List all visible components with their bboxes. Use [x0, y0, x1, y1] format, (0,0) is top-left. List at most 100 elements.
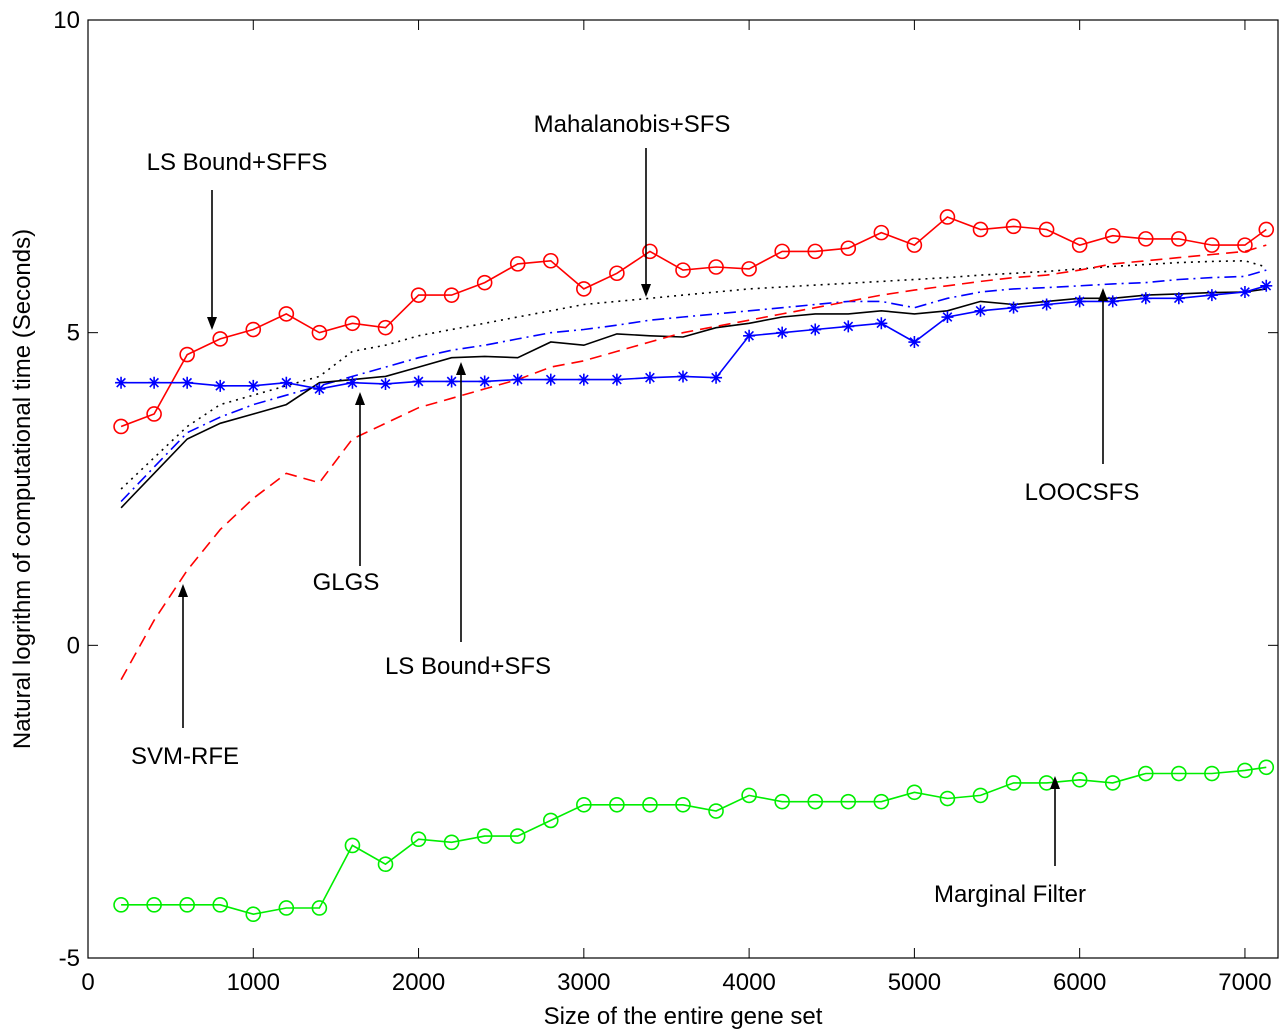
data-point-ls_bound_sffs [609, 265, 625, 282]
data-point-loocsfs [148, 376, 161, 389]
data-point-ls_bound_sffs [840, 240, 857, 257]
data-point-loocsfs [313, 382, 326, 395]
data-point-ls_bound_sffs [344, 315, 361, 332]
data-point-marginal_filter [443, 834, 460, 851]
data-point-marginal_filter [146, 897, 162, 913]
data-point-ls_bound_sffs [1171, 231, 1187, 247]
series-glgs [120, 288, 1267, 509]
data-point-marginal_filter [939, 790, 956, 807]
data-point-marginal_filter [1071, 771, 1088, 788]
data-point-ls_bound_sffs [179, 346, 195, 363]
data-point-loocsfs [908, 336, 921, 349]
data-point-loocsfs [544, 373, 557, 386]
data-point-ls_bound_sffs [212, 331, 229, 347]
data-point-loocsfs [1238, 286, 1251, 299]
x-tick-label: 7000 [1218, 969, 1271, 996]
data-point-loocsfs [247, 379, 260, 392]
series-ls_bound_sffs [113, 209, 1275, 435]
data-point-loocsfs [181, 376, 194, 389]
data-point-ls_bound_sffs [311, 324, 328, 341]
x-axis-title: Size of the entire gene set [544, 1003, 823, 1030]
data-point-ls_bound_sffs [708, 259, 724, 275]
annotation-mahalanobis_sfs: Mahalanobis+SFS [534, 111, 731, 297]
data-point-loocsfs [1205, 289, 1218, 302]
annotation-arrow-head [1098, 288, 1108, 301]
data-point-ls_bound_sffs [972, 221, 989, 238]
data-point-ls_bound_sffs [146, 406, 162, 422]
annotation-arrow-head [641, 284, 651, 297]
data-point-marginal_filter [708, 803, 724, 819]
plot-frame [87, 19, 1279, 959]
data-point-loocsfs [511, 373, 524, 386]
x-tick-label: 0 [81, 969, 94, 996]
data-point-ls_bound_sffs [675, 262, 691, 278]
annotation-layer: LS Bound+SFFS Mahalanobis+SFS GLGS LS Bound… [131, 111, 1139, 908]
data-point-ls_bound_sffs [113, 418, 129, 435]
data-point-loocsfs [974, 304, 987, 317]
data-point-loocsfs [1172, 292, 1185, 305]
data-point-loocsfs [1040, 298, 1053, 311]
data-point-marginal_filter [377, 856, 394, 873]
data-point-marginal_filter [972, 787, 989, 804]
annotation-arrow-head [207, 317, 217, 330]
data-point-marginal_filter [1204, 765, 1220, 782]
data-point-loocsfs [577, 373, 590, 386]
data-point-marginal_filter [873, 793, 890, 810]
data-point-ls_bound_sffs [1005, 218, 1022, 235]
data-point-ls_bound_sffs [377, 319, 394, 336]
annotation-label: LS Bound+SFS [385, 653, 551, 680]
data-point-loocsfs [115, 376, 128, 389]
series-ls_bound_sfs [120, 269, 1267, 503]
annotation-loocsfs: LOOCSFS [1025, 288, 1139, 506]
data-point-loocsfs [1106, 295, 1119, 308]
y-tick-label: 10 [53, 7, 80, 34]
data-point-ls_bound_sffs [1038, 221, 1055, 238]
data-point-ls_bound_sffs [278, 306, 295, 322]
data-point-ls_bound_sffs [1204, 237, 1220, 253]
data-point-marginal_filter [741, 787, 757, 804]
annotation-label: Mahalanobis+SFS [534, 111, 731, 138]
annotation-label: Marginal Filter [934, 881, 1086, 908]
data-point-marginal_filter [476, 828, 493, 844]
annotation-label: LS Bound+SFFS [147, 149, 328, 176]
annotation-label: GLGS [313, 569, 380, 596]
data-point-loocsfs [809, 323, 822, 336]
data-point-marginal_filter [509, 828, 526, 844]
data-point-ls_bound_sffs [410, 287, 427, 303]
annotation-svm_rfe: SVM-RFE [131, 584, 239, 770]
x-tick-label: 1000 [227, 969, 280, 996]
data-point-marginal_filter [840, 793, 857, 810]
annotation-arrow-head [178, 584, 188, 597]
data-point-ls_bound_sffs [509, 256, 526, 272]
data-point-loocsfs [776, 326, 789, 339]
data-point-ls_bound_sffs [642, 243, 658, 260]
data-point-ls_bound_sffs [774, 243, 790, 260]
data-point-marginal_filter [609, 796, 625, 813]
x-tick-label: 2000 [392, 969, 445, 996]
data-point-loocsfs [1007, 301, 1020, 314]
data-point-marginal_filter [245, 906, 262, 923]
series-loocsfs [115, 279, 1273, 395]
data-point-marginal_filter [344, 837, 361, 854]
data-point-ls_bound_sffs [906, 237, 923, 253]
y-tick-label: -5 [59, 945, 80, 972]
annotation-arrow-head [355, 392, 365, 405]
x-tick-label: 6000 [1053, 969, 1106, 996]
data-point-loocsfs [1139, 292, 1152, 305]
data-point-ls_bound_sffs [443, 287, 460, 303]
data-point-ls_bound_sffs [807, 243, 824, 260]
data-point-loocsfs [478, 375, 491, 388]
data-point-loocsfs [445, 375, 458, 388]
data-point-ls_bound_sffs [741, 261, 757, 277]
data-point-ls_bound_sffs [939, 209, 956, 225]
data-point-loocsfs [941, 311, 954, 324]
data-point-marginal_filter [1171, 765, 1187, 782]
data-point-loocsfs [643, 371, 656, 384]
annotation-label: SVM-RFE [131, 743, 239, 770]
data-point-loocsfs [842, 320, 855, 333]
x-tick-label: 5000 [888, 969, 941, 996]
data-point-loocsfs [379, 377, 392, 390]
data-point-ls_bound_sffs [1104, 227, 1121, 244]
